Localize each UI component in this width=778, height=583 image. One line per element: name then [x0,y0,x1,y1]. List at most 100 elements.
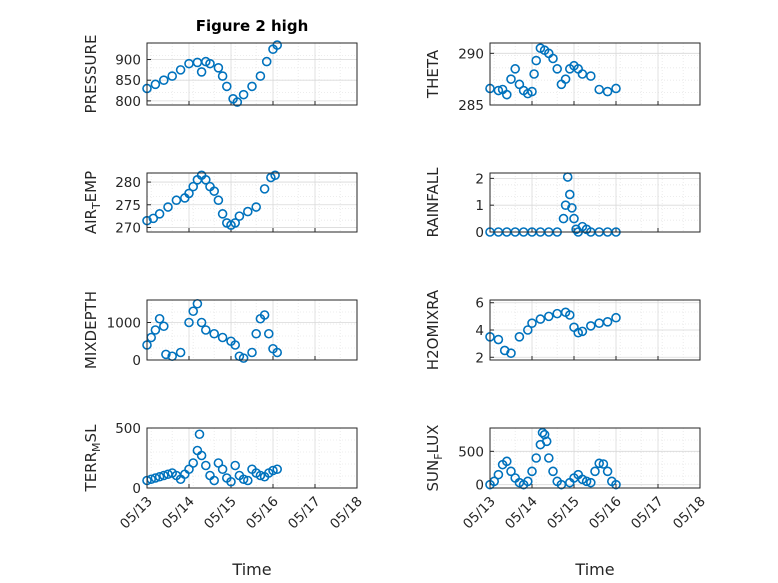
panel-mixdepth: 0 1000 MIXDEPTH [82,291,358,369]
y-axis-label: RAINFALL [424,167,442,238]
data-point [175,65,186,75]
data-point [194,429,205,440]
data-point [510,64,521,74]
data-point [217,209,228,219]
data-point [150,79,161,90]
data-point [230,218,240,228]
data-point [184,317,194,328]
data-point [205,58,215,69]
data-point [163,202,173,212]
y-tick-label: 900 [115,53,141,69]
data-point [263,328,274,339]
data-point [270,170,280,181]
data-point [548,53,558,64]
data-point [154,209,165,219]
data-point [611,83,621,94]
y-axis-label: MIXDEPTH [82,291,100,369]
data-point [255,71,266,81]
y-axis-label: TERRMSL [82,424,103,493]
y-axis-label: AIRTEMP [82,171,103,234]
axes-background [490,173,700,232]
data-point [209,328,219,339]
data-point [238,89,249,100]
data-point [238,474,249,485]
y-tick-label: 800 [115,94,141,110]
y-axis-label: THETA [424,49,442,99]
axes-box [489,42,701,106]
axes-box [146,299,358,361]
data-point [255,470,266,481]
y-tick-label: 850 [115,73,141,89]
data-point [493,469,504,480]
data-point [188,181,198,192]
data-point [238,353,249,363]
data-point [251,202,262,212]
y-tick-label: 2 [475,171,484,187]
data-point [251,328,262,339]
data-point [535,314,546,324]
data-point [602,317,613,327]
data-point [522,476,533,487]
y-tick-label: 285 [458,98,484,114]
data-point [167,71,177,81]
y-tick-label: 500 [458,444,484,460]
data-point [209,186,219,196]
data-point [188,458,198,468]
data-point [585,71,596,81]
y-tick-label: 500 [115,421,141,437]
axes-background [147,173,357,232]
data-point [567,203,577,213]
data-point [543,311,554,322]
data-point [171,195,182,206]
data-point [161,349,171,360]
data-point [243,475,253,486]
figure-title: Figure 2 high [196,17,309,35]
data-point [196,450,207,461]
panel-air-temp: 270 275 280 AIRTEMP [82,170,358,236]
data-point [560,74,571,84]
data-point [213,195,224,206]
data-point [247,347,257,358]
data-point [556,479,567,490]
data-point [585,477,596,488]
data-point [577,69,588,79]
data-point [259,184,270,194]
data-point [209,475,219,486]
data-point [247,81,257,92]
data-point [230,340,240,350]
y-tick-label: 0 [475,225,484,241]
y-tick-label: 4 [475,323,484,339]
data-point [159,321,169,332]
data-point [230,460,240,471]
x-axis-label: Time [574,560,614,579]
data-point [611,479,621,490]
axes-box [489,299,701,361]
data-point [594,84,605,95]
data-point [548,466,558,477]
data-point [514,332,525,342]
data-point [543,453,554,463]
data-point [184,188,194,199]
data-point [493,85,504,96]
data-point [531,55,542,66]
data-point [581,476,592,487]
x-axis-label: Time [231,560,271,579]
data-point [573,327,584,338]
data-point [598,459,609,469]
y-axis-label: H2OMIXRA [424,289,442,370]
data-point [272,40,283,50]
data-point [594,458,605,469]
axes-box [489,172,701,233]
data-point [213,63,224,73]
axes-background [147,300,357,360]
y-axis-label: PRESSURE [82,35,100,114]
data-point [506,74,516,84]
y-tick-label: 270 [115,220,141,236]
data-point [148,213,159,224]
data-point [150,325,161,335]
data-point [552,64,563,74]
data-point [196,317,207,328]
y-tick-label: 0 [132,353,141,369]
data-point [531,453,542,463]
data-point [527,466,537,477]
